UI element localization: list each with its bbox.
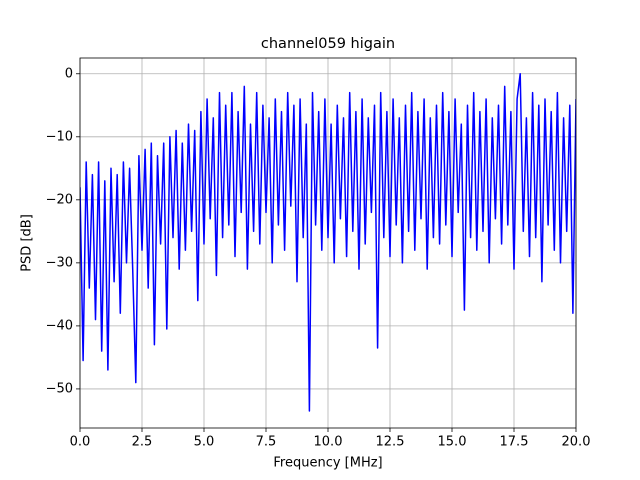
x-tick-label: 0.0	[70, 435, 91, 450]
x-tick-label: 5.0	[194, 435, 215, 450]
x-tick-label: 15.0	[438, 435, 467, 450]
psd-line	[80, 73, 576, 412]
y-tick-label: −50	[46, 381, 73, 396]
x-axis-label: Frequency [MHz]	[273, 456, 382, 471]
x-tick-label: 2.5	[132, 435, 153, 450]
plot-frame	[79, 57, 577, 429]
chart-title: channel059 higain	[261, 36, 395, 52]
y-axis-label: PSD [dB]	[20, 214, 35, 272]
x-tick-label: 17.5	[500, 435, 529, 450]
y-tick-label: −20	[46, 192, 73, 207]
x-tick-label: 12.5	[376, 435, 405, 450]
x-tick-label: 10.0	[314, 435, 343, 450]
y-tick-label: −40	[46, 318, 73, 333]
x-tick-label: 7.5	[256, 435, 277, 450]
x-tick-label: 20.0	[562, 435, 591, 450]
y-tick-label: 0	[65, 66, 73, 81]
y-tick-label: −30	[46, 255, 73, 270]
y-tick-label: −10	[46, 129, 73, 144]
